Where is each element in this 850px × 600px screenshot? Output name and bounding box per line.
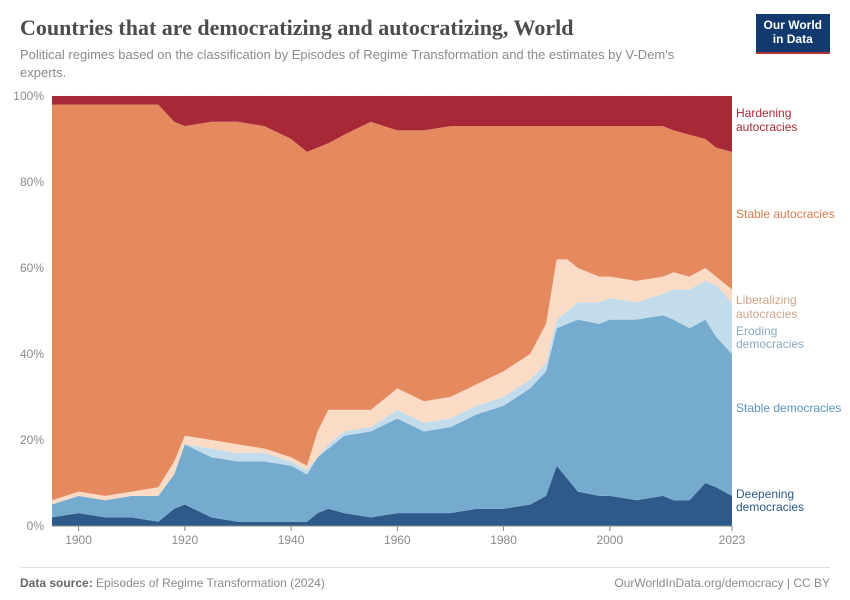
svg-text:1920: 1920 bbox=[171, 533, 198, 547]
footer: Data source: Episodes of Regime Transfor… bbox=[20, 567, 830, 590]
svg-text:0%: 0% bbox=[27, 519, 45, 533]
series-label-stable-autocracies: Stable autocracies bbox=[736, 208, 846, 221]
chart-area: 0%20%40%60%80%100%1900192019401960198020… bbox=[52, 96, 732, 526]
svg-text:1940: 1940 bbox=[278, 533, 305, 547]
svg-text:1980: 1980 bbox=[490, 533, 517, 547]
svg-text:2000: 2000 bbox=[596, 533, 623, 547]
series-label-liberalizing-autocracies: Liberalizing autocracies bbox=[736, 294, 846, 320]
svg-text:20%: 20% bbox=[20, 433, 44, 447]
svg-text:100%: 100% bbox=[13, 89, 44, 103]
header: Countries that are democratizing and aut… bbox=[0, 0, 850, 82]
owid-logo: Our World in Data bbox=[756, 14, 830, 54]
svg-text:80%: 80% bbox=[20, 175, 44, 189]
source-text: Episodes of Regime Transformation (2024) bbox=[96, 576, 325, 590]
svg-text:1960: 1960 bbox=[384, 533, 411, 547]
stacked-area-chart: 0%20%40%60%80%100%1900192019401960198020… bbox=[52, 96, 732, 526]
source-label: Data source: bbox=[20, 576, 93, 590]
source-line: Data source: Episodes of Regime Transfor… bbox=[20, 576, 325, 590]
chart-title: Countries that are democratizing and aut… bbox=[20, 14, 680, 42]
svg-text:2023: 2023 bbox=[719, 533, 746, 547]
title-block: Countries that are democratizing and aut… bbox=[20, 14, 680, 82]
attribution: OurWorldInData.org/democracy | CC BY bbox=[614, 576, 830, 590]
series-label-hardening-autocracies: Hardening autocracies bbox=[736, 107, 846, 133]
chart-subtitle: Political regimes based on the classific… bbox=[20, 46, 680, 82]
svg-text:40%: 40% bbox=[20, 347, 44, 361]
series-label-eroding-democracies: Eroding democracies bbox=[736, 325, 846, 351]
series-label-stable-democracies: Stable democracies bbox=[736, 402, 846, 415]
series-label-deepening-democracies: Deepening democracies bbox=[736, 488, 846, 514]
svg-text:1900: 1900 bbox=[65, 533, 92, 547]
svg-text:60%: 60% bbox=[20, 261, 44, 275]
